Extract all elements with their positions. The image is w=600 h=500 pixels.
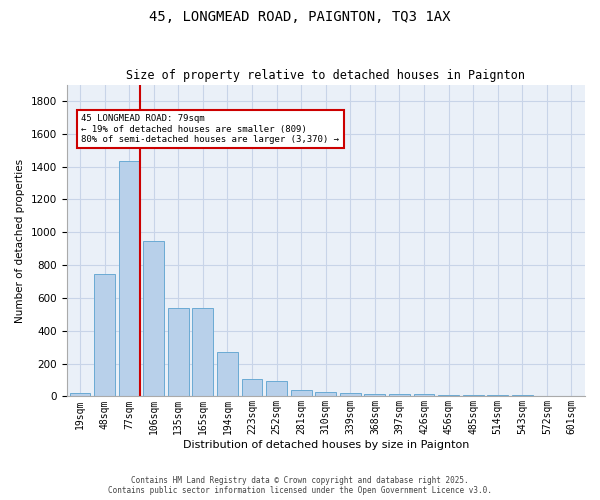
- Bar: [193, 308, 214, 396]
- Bar: [217, 352, 238, 397]
- Title: Size of property relative to detached houses in Paignton: Size of property relative to detached ho…: [126, 69, 525, 82]
- Bar: [389, 394, 410, 396]
- Bar: [340, 393, 361, 396]
- Bar: [168, 308, 189, 396]
- Bar: [291, 390, 311, 396]
- Text: 45 LONGMEAD ROAD: 79sqm
← 19% of detached houses are smaller (809)
80% of semi-d: 45 LONGMEAD ROAD: 79sqm ← 19% of detache…: [81, 114, 339, 144]
- Bar: [364, 394, 385, 396]
- Bar: [413, 394, 434, 396]
- Bar: [119, 160, 140, 396]
- Bar: [512, 395, 533, 396]
- Bar: [316, 392, 336, 396]
- Bar: [266, 381, 287, 396]
- Bar: [438, 395, 459, 396]
- Bar: [143, 242, 164, 396]
- Bar: [487, 395, 508, 396]
- Bar: [70, 393, 91, 396]
- Text: 45, LONGMEAD ROAD, PAIGNTON, TQ3 1AX: 45, LONGMEAD ROAD, PAIGNTON, TQ3 1AX: [149, 10, 451, 24]
- Bar: [94, 274, 115, 396]
- X-axis label: Distribution of detached houses by size in Paignton: Distribution of detached houses by size …: [182, 440, 469, 450]
- Text: Contains HM Land Registry data © Crown copyright and database right 2025.
Contai: Contains HM Land Registry data © Crown c…: [108, 476, 492, 495]
- Bar: [242, 378, 262, 396]
- Y-axis label: Number of detached properties: Number of detached properties: [15, 158, 25, 322]
- Bar: [463, 395, 484, 396]
